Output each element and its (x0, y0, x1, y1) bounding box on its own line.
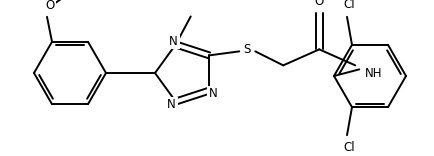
Text: N: N (168, 98, 176, 111)
Text: O: O (315, 0, 324, 8)
Text: Cl: Cl (343, 0, 355, 11)
Text: Cl: Cl (343, 141, 355, 154)
Text: N: N (169, 35, 178, 48)
Text: N: N (209, 87, 217, 100)
Text: NH: NH (365, 67, 383, 80)
Text: O: O (46, 0, 55, 12)
Text: S: S (243, 43, 251, 56)
